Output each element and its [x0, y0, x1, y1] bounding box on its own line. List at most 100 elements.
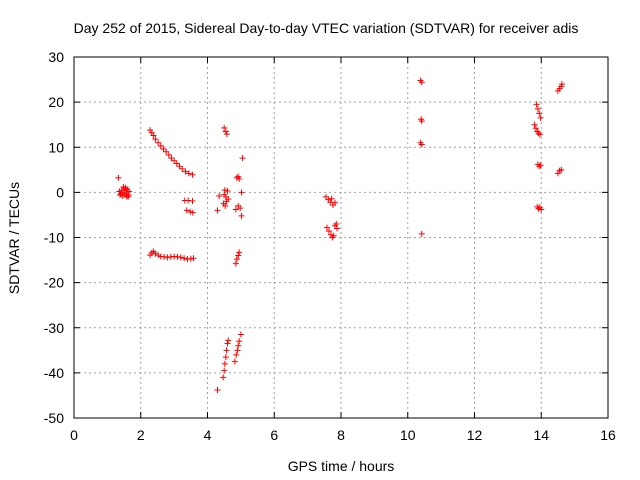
- data-point: [237, 205, 244, 212]
- data-point: [185, 170, 192, 177]
- data-point: [187, 208, 194, 215]
- data-point: [231, 358, 238, 365]
- data-point: [221, 124, 228, 131]
- data-point: [117, 192, 124, 199]
- x-tick-label: 0: [70, 427, 78, 443]
- data-point: [558, 166, 565, 173]
- data-point: [239, 155, 246, 162]
- data-point: [333, 225, 340, 232]
- data-point: [115, 174, 122, 181]
- data-point: [225, 337, 232, 344]
- data-point: [234, 347, 241, 354]
- data-point: [189, 209, 196, 216]
- x-tick-labels: 0 2 4 6 8 10 12 14 16: [70, 427, 616, 443]
- x-tick-label: 16: [600, 427, 616, 443]
- data-point: [224, 340, 231, 347]
- data-point: [532, 125, 539, 132]
- data-point: [182, 168, 189, 175]
- data-point: [152, 250, 159, 257]
- data-point: [534, 105, 541, 112]
- data-point: [155, 139, 162, 146]
- data-point: [152, 136, 159, 143]
- data-point: [165, 151, 172, 158]
- y-tick-label: -10: [44, 230, 64, 246]
- data-point: [173, 160, 180, 167]
- data-point: [233, 351, 240, 358]
- data-point: [160, 146, 167, 153]
- data-point: [233, 256, 240, 263]
- data-point: [333, 220, 340, 227]
- data-point: [418, 118, 425, 125]
- data-point: [225, 196, 232, 203]
- data-point: [418, 230, 425, 237]
- data-point: [125, 192, 132, 199]
- x-axis-label: GPS time / hours: [288, 458, 395, 474]
- data-point: [216, 192, 223, 199]
- y-tick-label: 30: [48, 49, 64, 65]
- y-tick-label: 20: [48, 94, 64, 110]
- y-tick-label: -50: [44, 410, 64, 426]
- data-point: [155, 252, 162, 259]
- x-tick-label: 8: [337, 427, 345, 443]
- data-point: [323, 224, 330, 231]
- data-point: [236, 338, 243, 345]
- x-tick-label: 10: [400, 427, 416, 443]
- data-point: [232, 206, 239, 213]
- y-tick-label: 10: [48, 139, 64, 155]
- data-point: [183, 207, 190, 214]
- data-point: [222, 202, 229, 209]
- data-point: [224, 188, 231, 195]
- y-tick-label: 0: [56, 184, 64, 200]
- y-tick-label: -30: [44, 320, 64, 336]
- data-point: [171, 157, 178, 164]
- grid-lines: [74, 57, 608, 418]
- data-point: [235, 252, 242, 259]
- data-point: [122, 185, 129, 192]
- data-point: [238, 212, 245, 219]
- data-point: [536, 110, 543, 117]
- x-tick-label: 12: [467, 427, 483, 443]
- data-point: [177, 254, 184, 261]
- data-point: [222, 354, 229, 361]
- data-point: [418, 141, 425, 148]
- data-point: [533, 101, 540, 108]
- data-point: [331, 199, 338, 206]
- x-tick-label: 4: [204, 427, 212, 443]
- data-point: [181, 255, 188, 262]
- data-point: [238, 189, 245, 196]
- data-point: [235, 342, 242, 349]
- data-point: [531, 121, 538, 128]
- y-tick-label: -20: [44, 275, 64, 291]
- data-point: [536, 163, 543, 170]
- data-point: [325, 228, 332, 235]
- data-point: [222, 128, 229, 135]
- data-point: [221, 367, 228, 374]
- data-point: [214, 387, 221, 394]
- data-point: [236, 249, 243, 256]
- data-point: [327, 231, 334, 238]
- data-point: [237, 331, 244, 338]
- data-point: [214, 207, 221, 214]
- data-point: [179, 165, 186, 172]
- data-point: [536, 131, 543, 138]
- data-point: [330, 232, 337, 239]
- data-point: [150, 132, 157, 139]
- x-tick-label: 6: [270, 427, 278, 443]
- data-point: [163, 148, 170, 155]
- data-point: [221, 187, 228, 194]
- data-point: [236, 175, 243, 182]
- data-point: [558, 81, 565, 88]
- data-point: [535, 130, 542, 137]
- y-axis-label: SDTVAR / TECUs: [6, 182, 22, 294]
- data-point: [189, 171, 196, 178]
- data-points: [115, 77, 565, 394]
- y-tick-labels: -50 -40 -30 -20 -10 0 10 20 30: [44, 49, 64, 426]
- data-point: [535, 205, 542, 212]
- data-point: [537, 114, 544, 121]
- data-point: [538, 206, 545, 213]
- data-point: [168, 155, 175, 162]
- data-point: [223, 347, 230, 354]
- data-point: [221, 360, 228, 367]
- data-point: [537, 162, 544, 169]
